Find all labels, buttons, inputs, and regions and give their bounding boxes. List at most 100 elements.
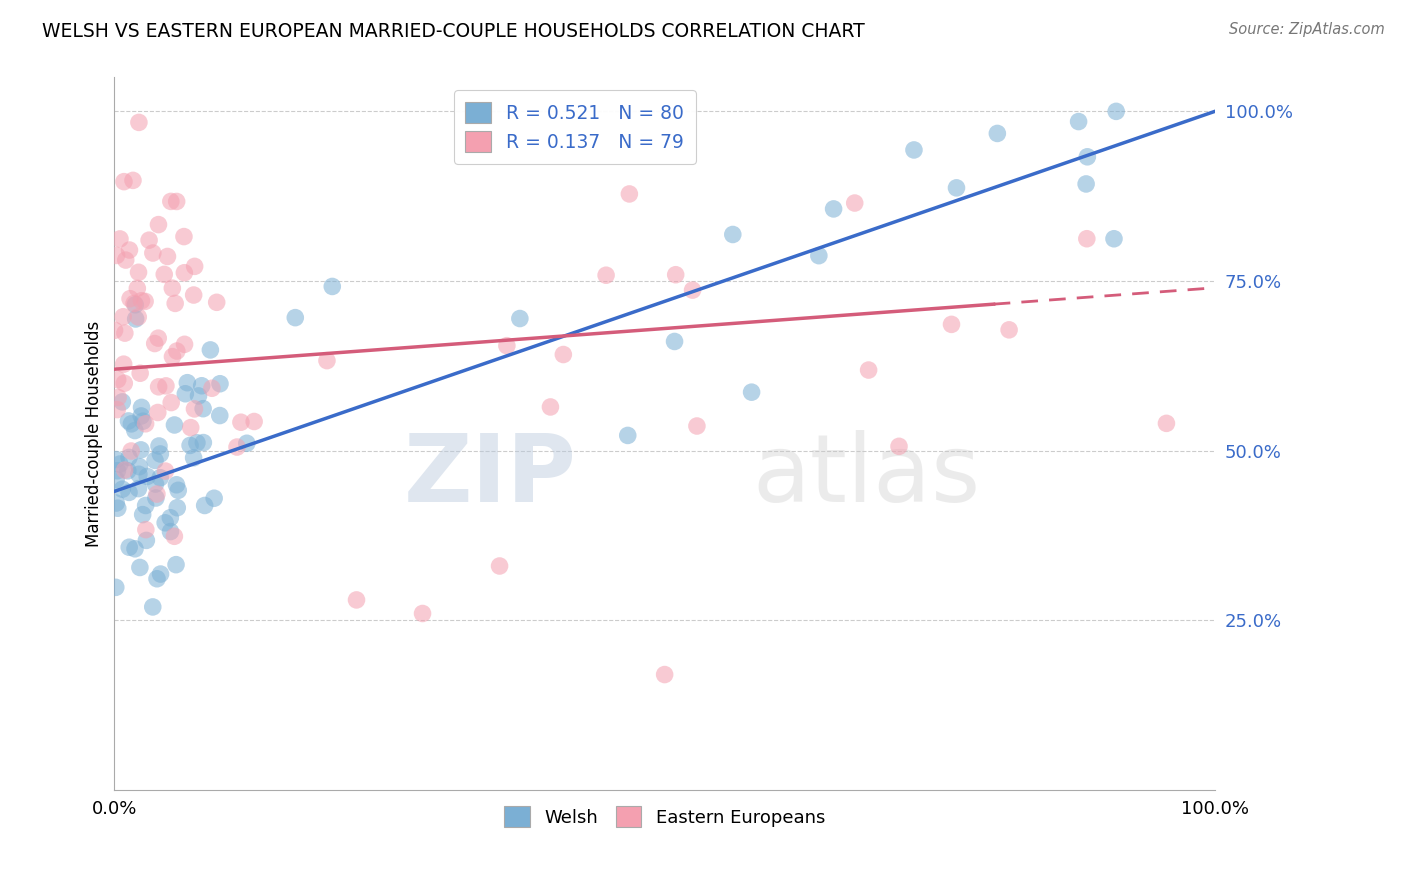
Point — [114, 253, 136, 268]
Point — [127, 310, 149, 324]
Point — [105, 496, 128, 510]
Point — [193, 435, 215, 450]
Point — [155, 379, 177, 393]
Point — [108, 232, 131, 246]
Point — [108, 457, 131, 471]
Point — [183, 260, 205, 274]
Point — [167, 483, 190, 498]
Point — [136, 469, 159, 483]
Point — [284, 310, 307, 325]
Point — [183, 450, 205, 465]
Point — [128, 560, 150, 574]
Point — [316, 353, 339, 368]
Point — [156, 250, 179, 264]
Point — [166, 344, 188, 359]
Point — [148, 331, 170, 345]
Point — [146, 572, 169, 586]
Point — [496, 339, 519, 353]
Point — [128, 115, 150, 129]
Point — [127, 482, 149, 496]
Point — [162, 350, 184, 364]
Point — [160, 194, 183, 209]
Point — [105, 402, 128, 417]
Point — [844, 196, 866, 211]
Point — [945, 181, 967, 195]
Point — [129, 409, 152, 423]
Point — [111, 395, 134, 409]
Point — [159, 524, 181, 539]
Point — [131, 508, 153, 522]
Point — [616, 428, 638, 442]
Point — [105, 473, 128, 487]
Point — [149, 567, 172, 582]
Point — [138, 233, 160, 247]
Point — [346, 593, 368, 607]
Point — [1105, 104, 1128, 119]
Point — [120, 444, 142, 458]
Point — [741, 385, 763, 400]
Point — [131, 401, 153, 415]
Point — [105, 248, 128, 262]
Text: atlas: atlas — [752, 431, 981, 523]
Point — [105, 452, 128, 467]
Point — [142, 246, 165, 260]
Point — [321, 279, 343, 293]
Point — [166, 500, 188, 515]
Point — [173, 266, 195, 280]
Point — [143, 336, 166, 351]
Point — [162, 281, 184, 295]
Legend: Welsh, Eastern Europeans: Welsh, Eastern Europeans — [498, 799, 832, 834]
Text: ZIP: ZIP — [404, 431, 576, 523]
Point — [179, 438, 201, 452]
Text: WELSH VS EASTERN EUROPEAN MARRIED-COUPLE HOUSEHOLDS CORRELATION CHART: WELSH VS EASTERN EUROPEAN MARRIED-COUPLE… — [42, 22, 865, 41]
Point — [153, 516, 176, 530]
Point — [148, 218, 170, 232]
Point — [858, 363, 880, 377]
Point — [143, 453, 166, 467]
Point — [202, 491, 225, 506]
Point — [114, 463, 136, 477]
Point — [107, 391, 129, 405]
Point — [134, 294, 156, 309]
Point — [118, 485, 141, 500]
Point — [148, 380, 170, 394]
Point — [166, 194, 188, 209]
Point — [118, 243, 141, 257]
Point — [183, 401, 205, 416]
Point — [229, 415, 252, 429]
Point — [807, 249, 830, 263]
Point — [721, 227, 744, 242]
Point — [160, 395, 183, 409]
Point — [148, 439, 170, 453]
Point — [194, 499, 217, 513]
Point — [122, 173, 145, 187]
Point — [619, 186, 641, 201]
Point — [183, 288, 205, 302]
Point — [120, 417, 142, 431]
Point — [112, 357, 135, 371]
Point — [243, 415, 266, 429]
Point — [118, 292, 141, 306]
Point — [135, 533, 157, 548]
Point — [129, 442, 152, 457]
Point — [104, 580, 127, 594]
Point — [118, 540, 141, 554]
Point — [823, 202, 845, 216]
Point — [118, 450, 141, 465]
Point — [107, 464, 129, 478]
Text: Source: ZipAtlas.com: Source: ZipAtlas.com — [1229, 22, 1385, 37]
Point — [208, 409, 231, 423]
Point — [986, 127, 1008, 141]
Point — [149, 447, 172, 461]
Point — [128, 467, 150, 482]
Point — [538, 400, 561, 414]
Point — [166, 477, 188, 491]
Point — [941, 318, 963, 332]
Point — [165, 558, 187, 572]
Point — [153, 268, 176, 282]
Point — [107, 501, 129, 516]
Point — [1076, 232, 1098, 246]
Point — [665, 268, 688, 282]
Point — [146, 487, 169, 501]
Point — [146, 405, 169, 419]
